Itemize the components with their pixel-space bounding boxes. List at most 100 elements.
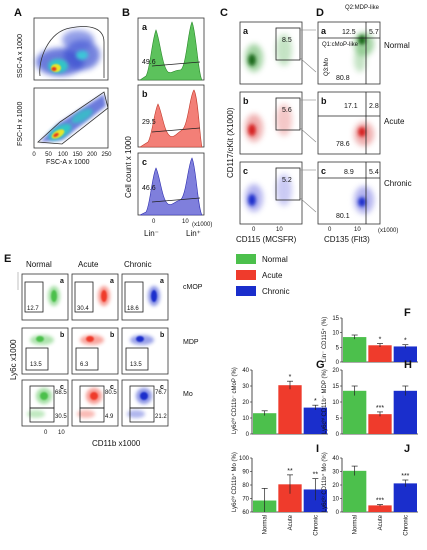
e-row-mo: Mo [183,391,193,398]
d-plot-b: b 17.1 2.8 78.6 Acute [317,91,405,155]
significance-mark: ** [287,468,293,475]
y-tick-label: 100 [239,456,250,462]
chart-g: 0 10 20 30 40 Ly6cʰⁱ CD11b⁻ cMoP (%) G * * [230,359,328,438]
bar-chronic [393,346,417,362]
y-tick-label: 10 [332,400,339,406]
e-plot-mdp-acute: 6.3 b [71,327,119,375]
y-tick-label: 90 [242,470,249,476]
significance-mark: ** [313,472,319,479]
a-xlabel: FSC-A x 1000 [46,159,90,166]
panel-letter: H [404,359,412,371]
e-sub-letter: b [160,332,164,339]
category-label: Normal [263,515,269,534]
significance-mark: * [404,338,407,345]
e-mo-hi-value: 80.5 [105,390,117,396]
category-label: Normal [353,515,359,534]
c-ylabel: CD117/cKit (X1000) [226,107,235,178]
bar-acute [368,345,392,362]
e-xlabel: CD11b x1000 [92,439,141,448]
y-tick-label: 60 [242,510,249,516]
y-tick-label: 20 [242,400,249,406]
e-col-acute: Acute [78,260,99,269]
a-x-tick-label: 200 [87,152,98,158]
a-bot-ylabel: FSC-H x 1000 [17,102,24,146]
legend-chronic-swatch [236,286,256,296]
hist-c: c 46.6 [137,152,205,216]
y-tick-label: 15 [332,384,339,390]
e-mo-lo-value: 21.2 [155,414,167,420]
d-x-unit: (x1000) [378,228,398,234]
legend-normal-swatch [236,254,256,264]
panel-letter-e: E [4,253,11,265]
e-ylabel: Ly6c x1000 [9,339,18,380]
legend-normal-label: Normal [262,255,288,264]
e-plot-mo-normal: 68.5 30.5 c [21,379,69,427]
d-q2-label: Q2:MDP-like [345,5,380,11]
d-q3-label: Q3:Mo [324,57,330,76]
a-x-tick-label: 50 [45,152,52,158]
e-plot-cmop-chronic: 18.6 a [121,273,169,321]
a-top-ylabel: SSC-A x 1000 [17,34,24,78]
d-b-q3: 78.6 [336,141,350,148]
d-plot-c: c 8.9 5.4 80.1 Chronic [317,161,412,225]
y-tick-label: 40 [242,368,249,374]
chart-ylabel: Ly6cʰⁱ CD11b⁻ cMoP (%) [230,367,238,434]
d-tick-0: 0 [328,227,332,233]
d-a-q3: 80.8 [336,75,350,82]
d-c-q2: 5.4 [369,169,379,176]
b-x-unit: (x1000) [192,222,212,228]
category-label: Acute [378,514,384,530]
e-plot-mo-acute: 80.5 4.9 c [71,379,119,427]
y-tick-label: 70 [242,497,249,503]
c-plot-b: b 5.6 [239,91,303,155]
y-tick-label: 10 [332,331,339,337]
bar-normal [253,413,277,434]
y-tick-label: 0 [336,432,340,438]
b-value-a: 49.6 [142,59,156,66]
d-q1-label: Q1:cMoP-like [322,42,359,48]
c-sub-c: c [243,166,248,176]
b-ylabel: Cell count x 1000 [124,136,133,198]
chart-j: 0 10 20 30 40 Ly6cˡᵒ CD11b⁺ Mo (%) J Normal *** A… [321,443,418,536]
legend-chronic-label: Chronic [262,287,290,296]
chart-h: 0 5 10 15 20 Ly6cʰⁱ CD11b⁻ MDP (%) H *** [320,359,418,438]
e-plot-mdp-normal: 13.5 b [21,327,69,375]
y-tick-label: 40 [332,456,339,462]
bar-normal [343,337,367,362]
c-to-d-arrows [299,29,317,213]
e-mdp-value: 13.5 [130,362,142,368]
legend-acute-swatch [236,270,256,280]
hist-a: a 49.6 [137,17,205,81]
panel-letter: F [404,307,411,319]
fsc-density [37,91,109,145]
y-tick-label: 0 [336,360,340,366]
y-tick-label: 30 [242,384,249,390]
bar-normal [343,470,367,512]
d-plot-a: a Q1:cMoP-like Q3:Mo 12.5 5.7 80.8 Norma… [317,21,410,85]
panel-letter: G [316,359,325,371]
category-label: Chronic [313,515,319,536]
e-row-cmop: cMOP [183,284,203,291]
d-a-condition: Normal [384,41,410,50]
e-row-mdp: MDP [183,339,199,346]
panel-letter: J [404,443,410,455]
y-tick-label: 20 [332,368,339,374]
b-value-b: 29.5 [142,119,156,126]
c-value-c: 5.2 [282,177,292,184]
chart-f: 0 5 10 15 Lin⁻ CD115⁺ (%) F * * [321,307,418,366]
y-tick-label: 80 [242,483,249,489]
c-plot-c: c 5.2 [239,161,303,225]
chart-ylabel: Ly6cʰⁱ CD11b⁻ MDP (%) [320,369,328,434]
bar-acute [278,385,302,434]
bar-chronic [303,489,327,512]
d-c-condition: Chronic [384,179,412,188]
e-mo-hi-value: 68.5 [55,390,67,396]
bar-chronic [303,407,327,434]
y-tick-label: 0 [246,432,250,438]
c-sub-a: a [243,26,249,36]
d-b-q2: 2.8 [369,103,379,110]
b-xlabel-right: Lin⁺ [186,229,201,238]
legend: Normal Acute Chronic [236,254,290,296]
c-value-a: 8.5 [282,37,292,44]
